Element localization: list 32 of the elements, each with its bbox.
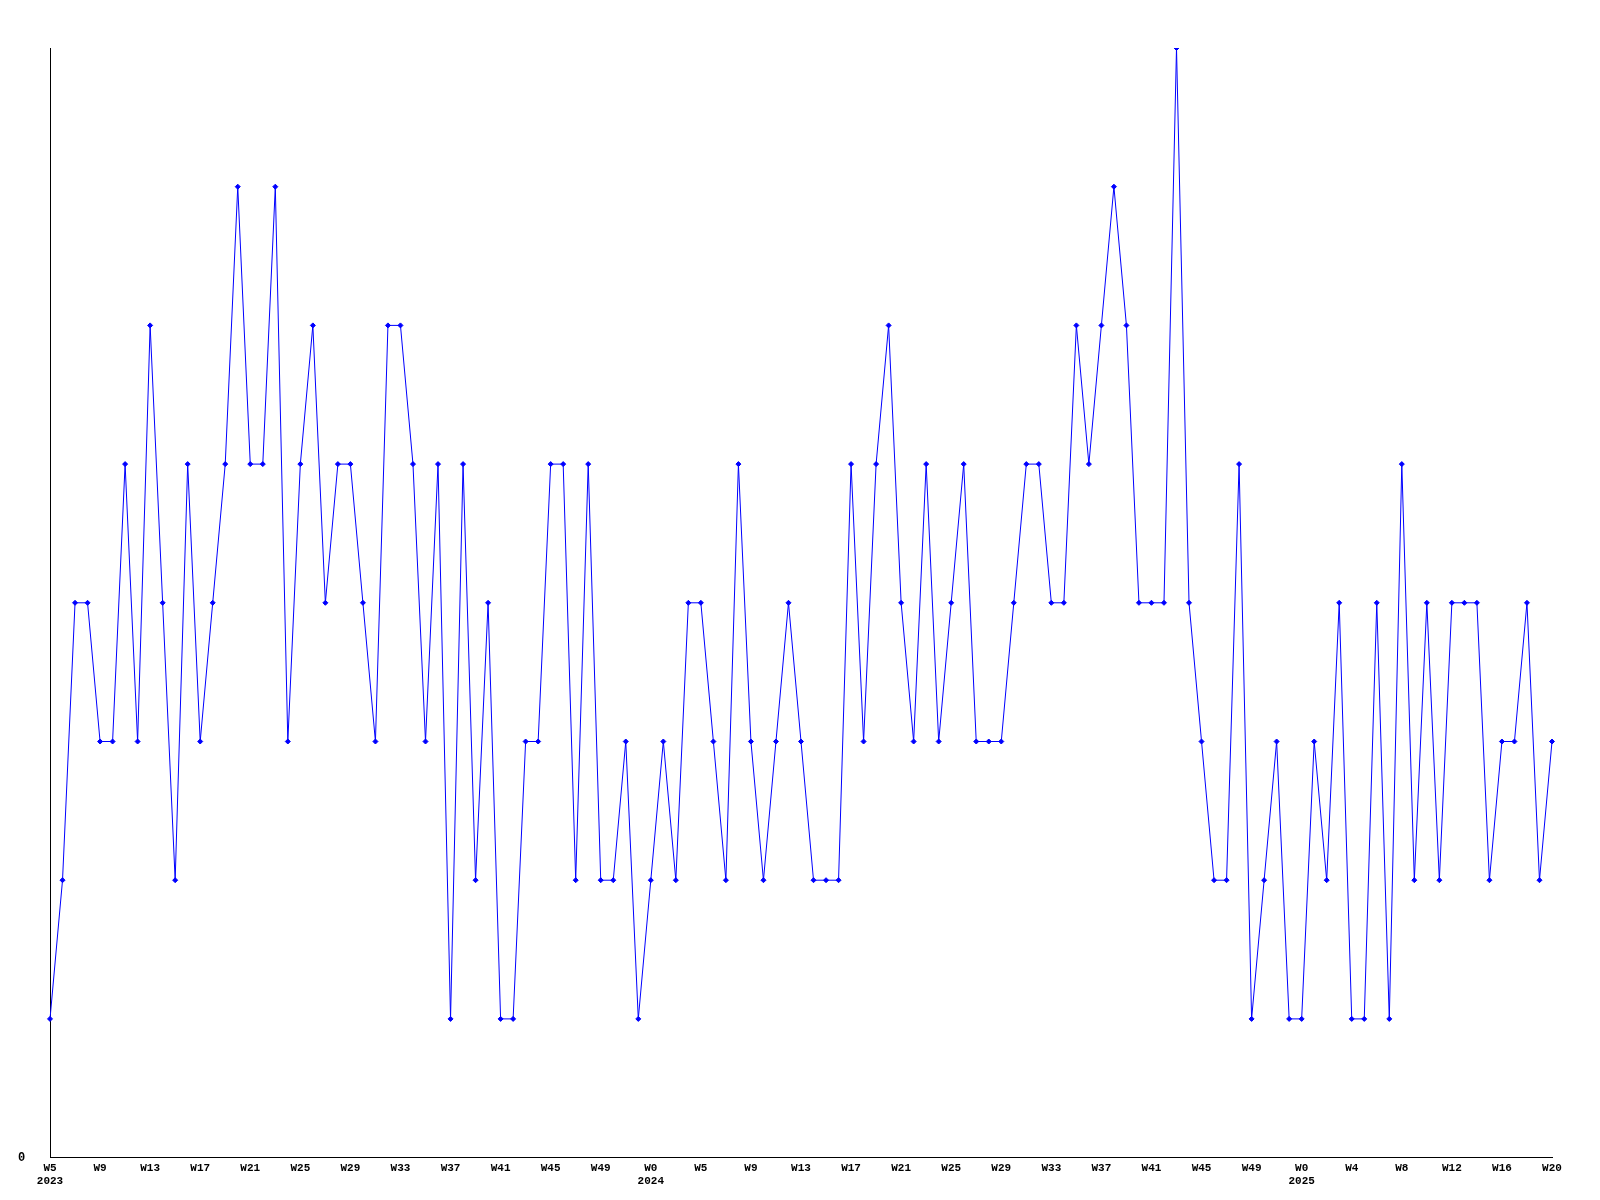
x-tick-label: W0 2024 xyxy=(637,1161,665,1188)
x-tick-label: W17 xyxy=(841,1161,861,1174)
x-tick-label: W45 xyxy=(540,1161,561,1174)
x-tick-label: W45 xyxy=(1191,1161,1212,1174)
x-tick-label: W37 xyxy=(440,1161,461,1174)
x-tick-label: W25 xyxy=(941,1161,962,1174)
x-tick-label: W21 xyxy=(240,1161,261,1174)
x-tick-label: W25 xyxy=(290,1161,311,1174)
x-tick-label: W9 xyxy=(744,1161,758,1174)
x-tick-label: W9 xyxy=(93,1161,107,1174)
x-tick-label: W29 xyxy=(991,1161,1012,1174)
x-tick-label: W13 xyxy=(140,1161,161,1174)
x-tick-label: W8 xyxy=(1395,1161,1409,1174)
x-tick-label: W49 xyxy=(1241,1161,1262,1174)
x-tick-label: W33 xyxy=(390,1161,411,1174)
x-tick-label: W5 2023 xyxy=(36,1161,64,1188)
x-tick-label: W41 xyxy=(490,1161,511,1174)
x-tick-label: W37 xyxy=(1091,1161,1112,1174)
x-tick-label: W21 xyxy=(891,1161,912,1174)
x-tick-label: W16 xyxy=(1492,1161,1512,1174)
x-tick-label: W5 xyxy=(694,1161,708,1174)
x-tick-label: W41 xyxy=(1141,1161,1162,1174)
x-tick-label: W20 xyxy=(1542,1161,1562,1174)
x-tick-label: W33 xyxy=(1041,1161,1062,1174)
x-tick-label: W17 xyxy=(190,1161,211,1174)
x-tick-label: W13 xyxy=(791,1161,812,1174)
text: 0 xyxy=(18,1150,26,1165)
x-tick-label: W49 xyxy=(590,1161,611,1174)
x-tick-label: W0 2025 xyxy=(1288,1161,1316,1188)
x-tick-label: W12 xyxy=(1441,1161,1462,1174)
x-tick-label: W29 xyxy=(340,1161,361,1174)
x-tick-label: W4 xyxy=(1345,1161,1359,1174)
